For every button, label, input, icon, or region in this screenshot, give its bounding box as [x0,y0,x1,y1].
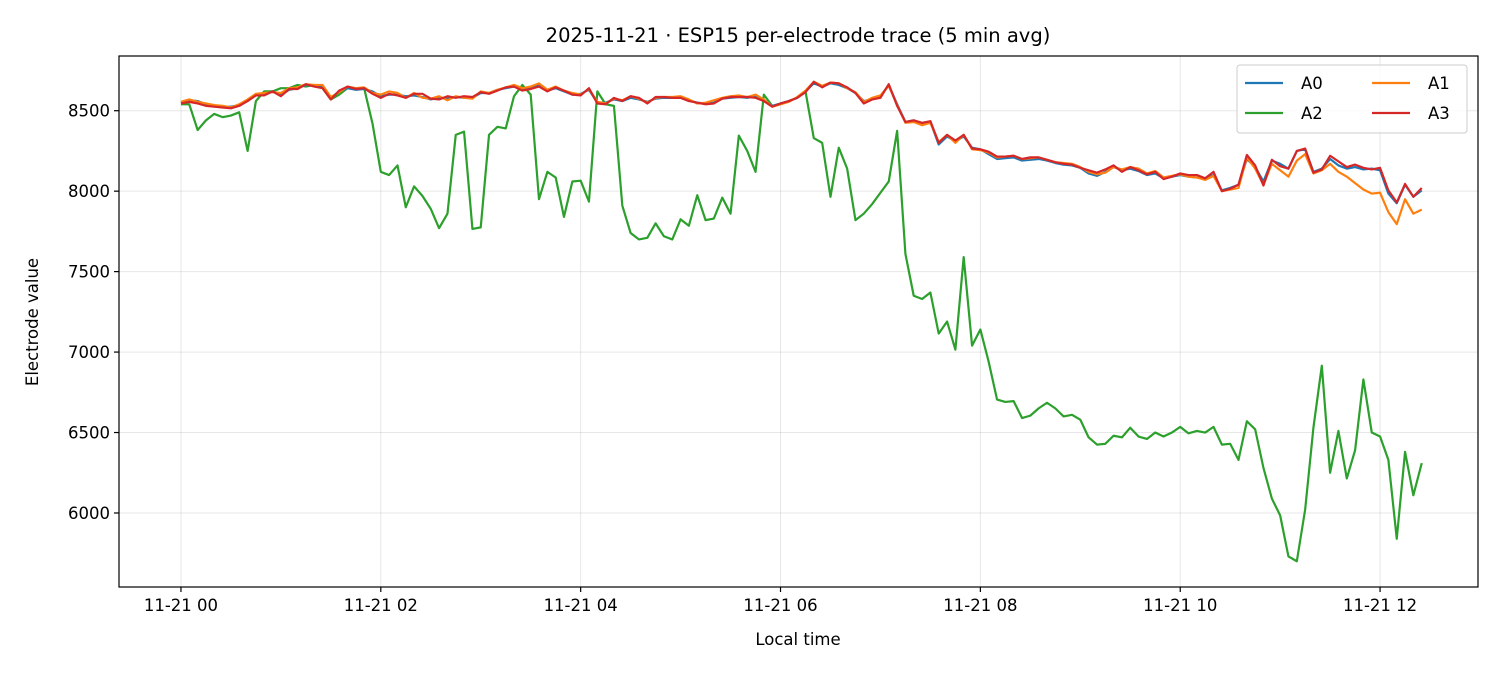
ticks-layer: 11-21 00 11-21 02 11-21 04 11-21 06 11-21 08… [68,102,1417,615]
legend-label-a3: A3 [1428,104,1450,123]
chart-title: 2025-11-21 · ESP15 per-electrode trace (… [546,24,1051,47]
y-tick-label: 8000 [68,182,110,201]
x-tick-label: 11-21 02 [344,596,418,615]
x-tick-label: 11-21 00 [144,596,218,615]
x-tick-label: 11-21 08 [943,596,1017,615]
plot-frame [118,55,1479,588]
legend: A0 A1 A2 A3 [1236,64,1468,134]
y-tick-label: 6000 [68,504,110,523]
y-tick-label: 6500 [68,424,110,443]
x-tick-label: 11-21 06 [743,596,817,615]
x-tick-label: 11-21 04 [544,596,618,615]
y-tick-label: 7500 [68,263,110,282]
legend-label-a0: A0 [1301,74,1323,93]
series-layer [180,80,1423,563]
legend-label-a2: A2 [1301,104,1323,123]
x-tick-label: 11-21 10 [1143,596,1217,615]
grid-layer [119,56,1478,587]
x-axis-label: Local time [755,630,840,649]
y-tick-label: 7000 [68,343,110,362]
y-tick-label: 8500 [68,102,110,121]
series-line-a3 [180,80,1423,204]
x-tick-label: 11-21 12 [1343,596,1417,615]
y-axis-label: Electrode value [23,258,42,386]
legend-label-a1: A1 [1428,74,1450,93]
